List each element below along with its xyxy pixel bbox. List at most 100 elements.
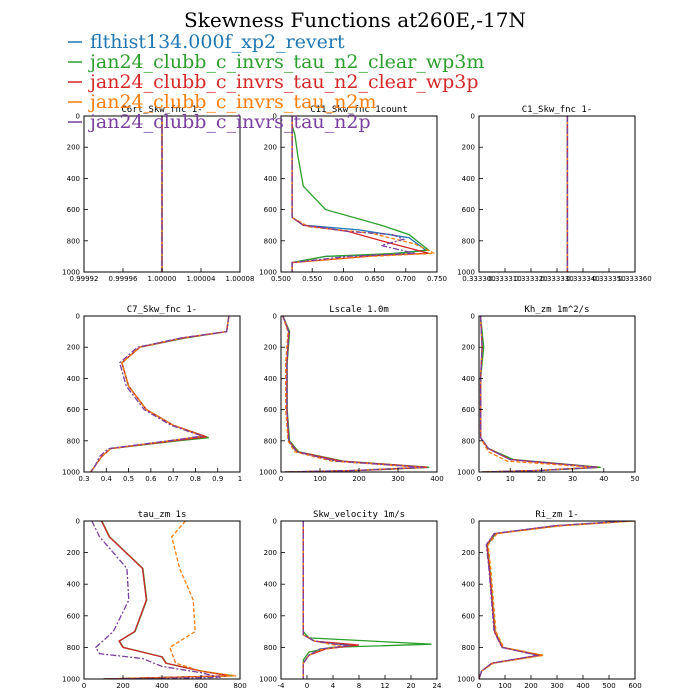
x-tick-label: 600 <box>628 682 641 690</box>
series-line-2 <box>282 316 430 472</box>
series-line-5 <box>302 521 348 679</box>
series-line-4 <box>90 316 230 472</box>
series-line-4 <box>479 316 595 472</box>
y-tick-label: 200 <box>67 144 80 152</box>
series-line-2 <box>479 316 601 472</box>
y-tick-label: 600 <box>264 612 277 620</box>
x-tick-label: 0.9 <box>212 475 223 483</box>
x-tick-label: 400 <box>576 682 589 690</box>
x-tick-label: 0.333350 <box>592 275 625 283</box>
panel-3: C1_Skw_fnc 1-020040060080010000.3333000.… <box>457 105 652 283</box>
y-tick-label: 0 <box>273 313 277 321</box>
x-tick-label: 0.333310 <box>488 275 521 283</box>
y-tick-label: 200 <box>462 144 475 152</box>
x-tick-label: 0.8 <box>190 475 201 483</box>
y-tick-label: 400 <box>264 375 277 383</box>
series-line-3 <box>100 521 231 679</box>
y-tick-label: 0 <box>471 313 475 321</box>
x-tick-label: -4 <box>278 682 286 690</box>
plot-frame <box>83 315 241 473</box>
series-line-3 <box>302 521 360 679</box>
x-tick-label: 100 <box>498 682 511 690</box>
y-tick-label: 600 <box>264 206 277 214</box>
x-tick-label: 300 <box>391 475 404 483</box>
y-tick-label: 0 <box>76 313 80 321</box>
y-tick-label: 400 <box>67 175 80 183</box>
x-tick-label: 0.333360 <box>618 275 651 283</box>
y-tick-label: 800 <box>67 237 80 245</box>
plot-frame <box>478 315 636 473</box>
x-tick-label: 1.00008 <box>226 275 255 283</box>
y-tick-label: 800 <box>264 437 277 445</box>
x-tick-label: 1.00004 <box>187 275 216 283</box>
x-tick-label: 0.333320 <box>514 275 547 283</box>
series-line-4 <box>302 521 343 679</box>
x-tick-label: 500 <box>602 682 615 690</box>
x-tick-label: 40 <box>599 475 608 483</box>
y-tick-label: 800 <box>264 237 277 245</box>
x-tick-label: 0.99996 <box>109 275 138 283</box>
y-tick-label: 0 <box>273 113 277 121</box>
series-line-5 <box>291 116 415 272</box>
y-tick-label: 200 <box>67 549 80 557</box>
legend: flthist134.000f_xp2_revert jan24_clubb_c_… <box>68 31 484 133</box>
series-group <box>302 521 432 679</box>
y-tick-label: 600 <box>462 406 475 414</box>
plot-frame <box>83 520 241 680</box>
series-line-5 <box>282 316 424 472</box>
y-tick-label: 800 <box>462 237 475 245</box>
panel-title: tau_zm 1s <box>138 510 187 520</box>
x-tick-label: 30 <box>568 475 577 483</box>
y-tick-label: 0 <box>471 113 475 121</box>
x-tick-label: 400 <box>155 682 168 690</box>
y-tick-label: 400 <box>67 581 80 589</box>
x-tick-label: 0.700 <box>396 275 416 283</box>
panel-title: Kh_zm 1m^2/s <box>524 305 589 315</box>
panel-title: Ri_zm 1- <box>535 510 578 520</box>
panel-title: C6rt_Skw_fnc 1- <box>121 105 202 115</box>
panel-title: C1_Skw_fnc 1- <box>522 105 592 115</box>
x-tick-label: 200 <box>352 475 365 483</box>
x-tick-label: 0.7 <box>168 475 179 483</box>
series-group <box>291 116 435 272</box>
y-tick-label: 400 <box>264 175 277 183</box>
y-tick-label: 800 <box>67 437 80 445</box>
series-line-4 <box>291 116 435 272</box>
series-line-1 <box>479 316 598 472</box>
y-tick-label: 200 <box>264 144 277 152</box>
y-tick-label: 400 <box>462 175 475 183</box>
series-line-2 <box>479 521 633 679</box>
x-tick-label: 100 <box>313 475 326 483</box>
legend-item: flthist134.000f_xp2_revert <box>68 31 345 53</box>
panel-8: Skw_velocity 1m/s 0 200 400 600 800 1000-4 0 4 8 1… <box>259 510 442 690</box>
y-tick-label: 200 <box>462 344 475 352</box>
x-tick-label: 20 <box>407 682 416 690</box>
series-line-1 <box>291 116 428 272</box>
series-line-2 <box>302 521 432 679</box>
series-group <box>479 521 635 679</box>
x-tick-label: 0 <box>279 475 283 483</box>
y-tick-label: 200 <box>67 344 80 352</box>
x-tick-label: 0.333300 <box>462 275 495 283</box>
x-tick-label: 200 <box>524 682 537 690</box>
y-tick-label: 0 <box>76 113 80 121</box>
plot-frame <box>478 520 636 680</box>
series-line-5 <box>91 521 221 679</box>
series-line-1 <box>302 521 354 679</box>
series-line-5 <box>90 316 230 472</box>
x-tick-label: 24 <box>433 682 442 690</box>
x-tick-label: 20 <box>537 475 546 483</box>
y-tick-label: 1000 <box>259 469 277 477</box>
x-tick-label: 0.4 <box>101 475 113 483</box>
legend-label: jan24_clubb_c_invrs_tau_n2p <box>88 111 371 133</box>
x-tick-label: 0.550 <box>302 275 322 283</box>
panel-title: Skw_velocity 1m/s <box>313 510 405 520</box>
x-tick-label: 0 <box>477 475 481 483</box>
y-tick-label: 200 <box>264 549 277 557</box>
